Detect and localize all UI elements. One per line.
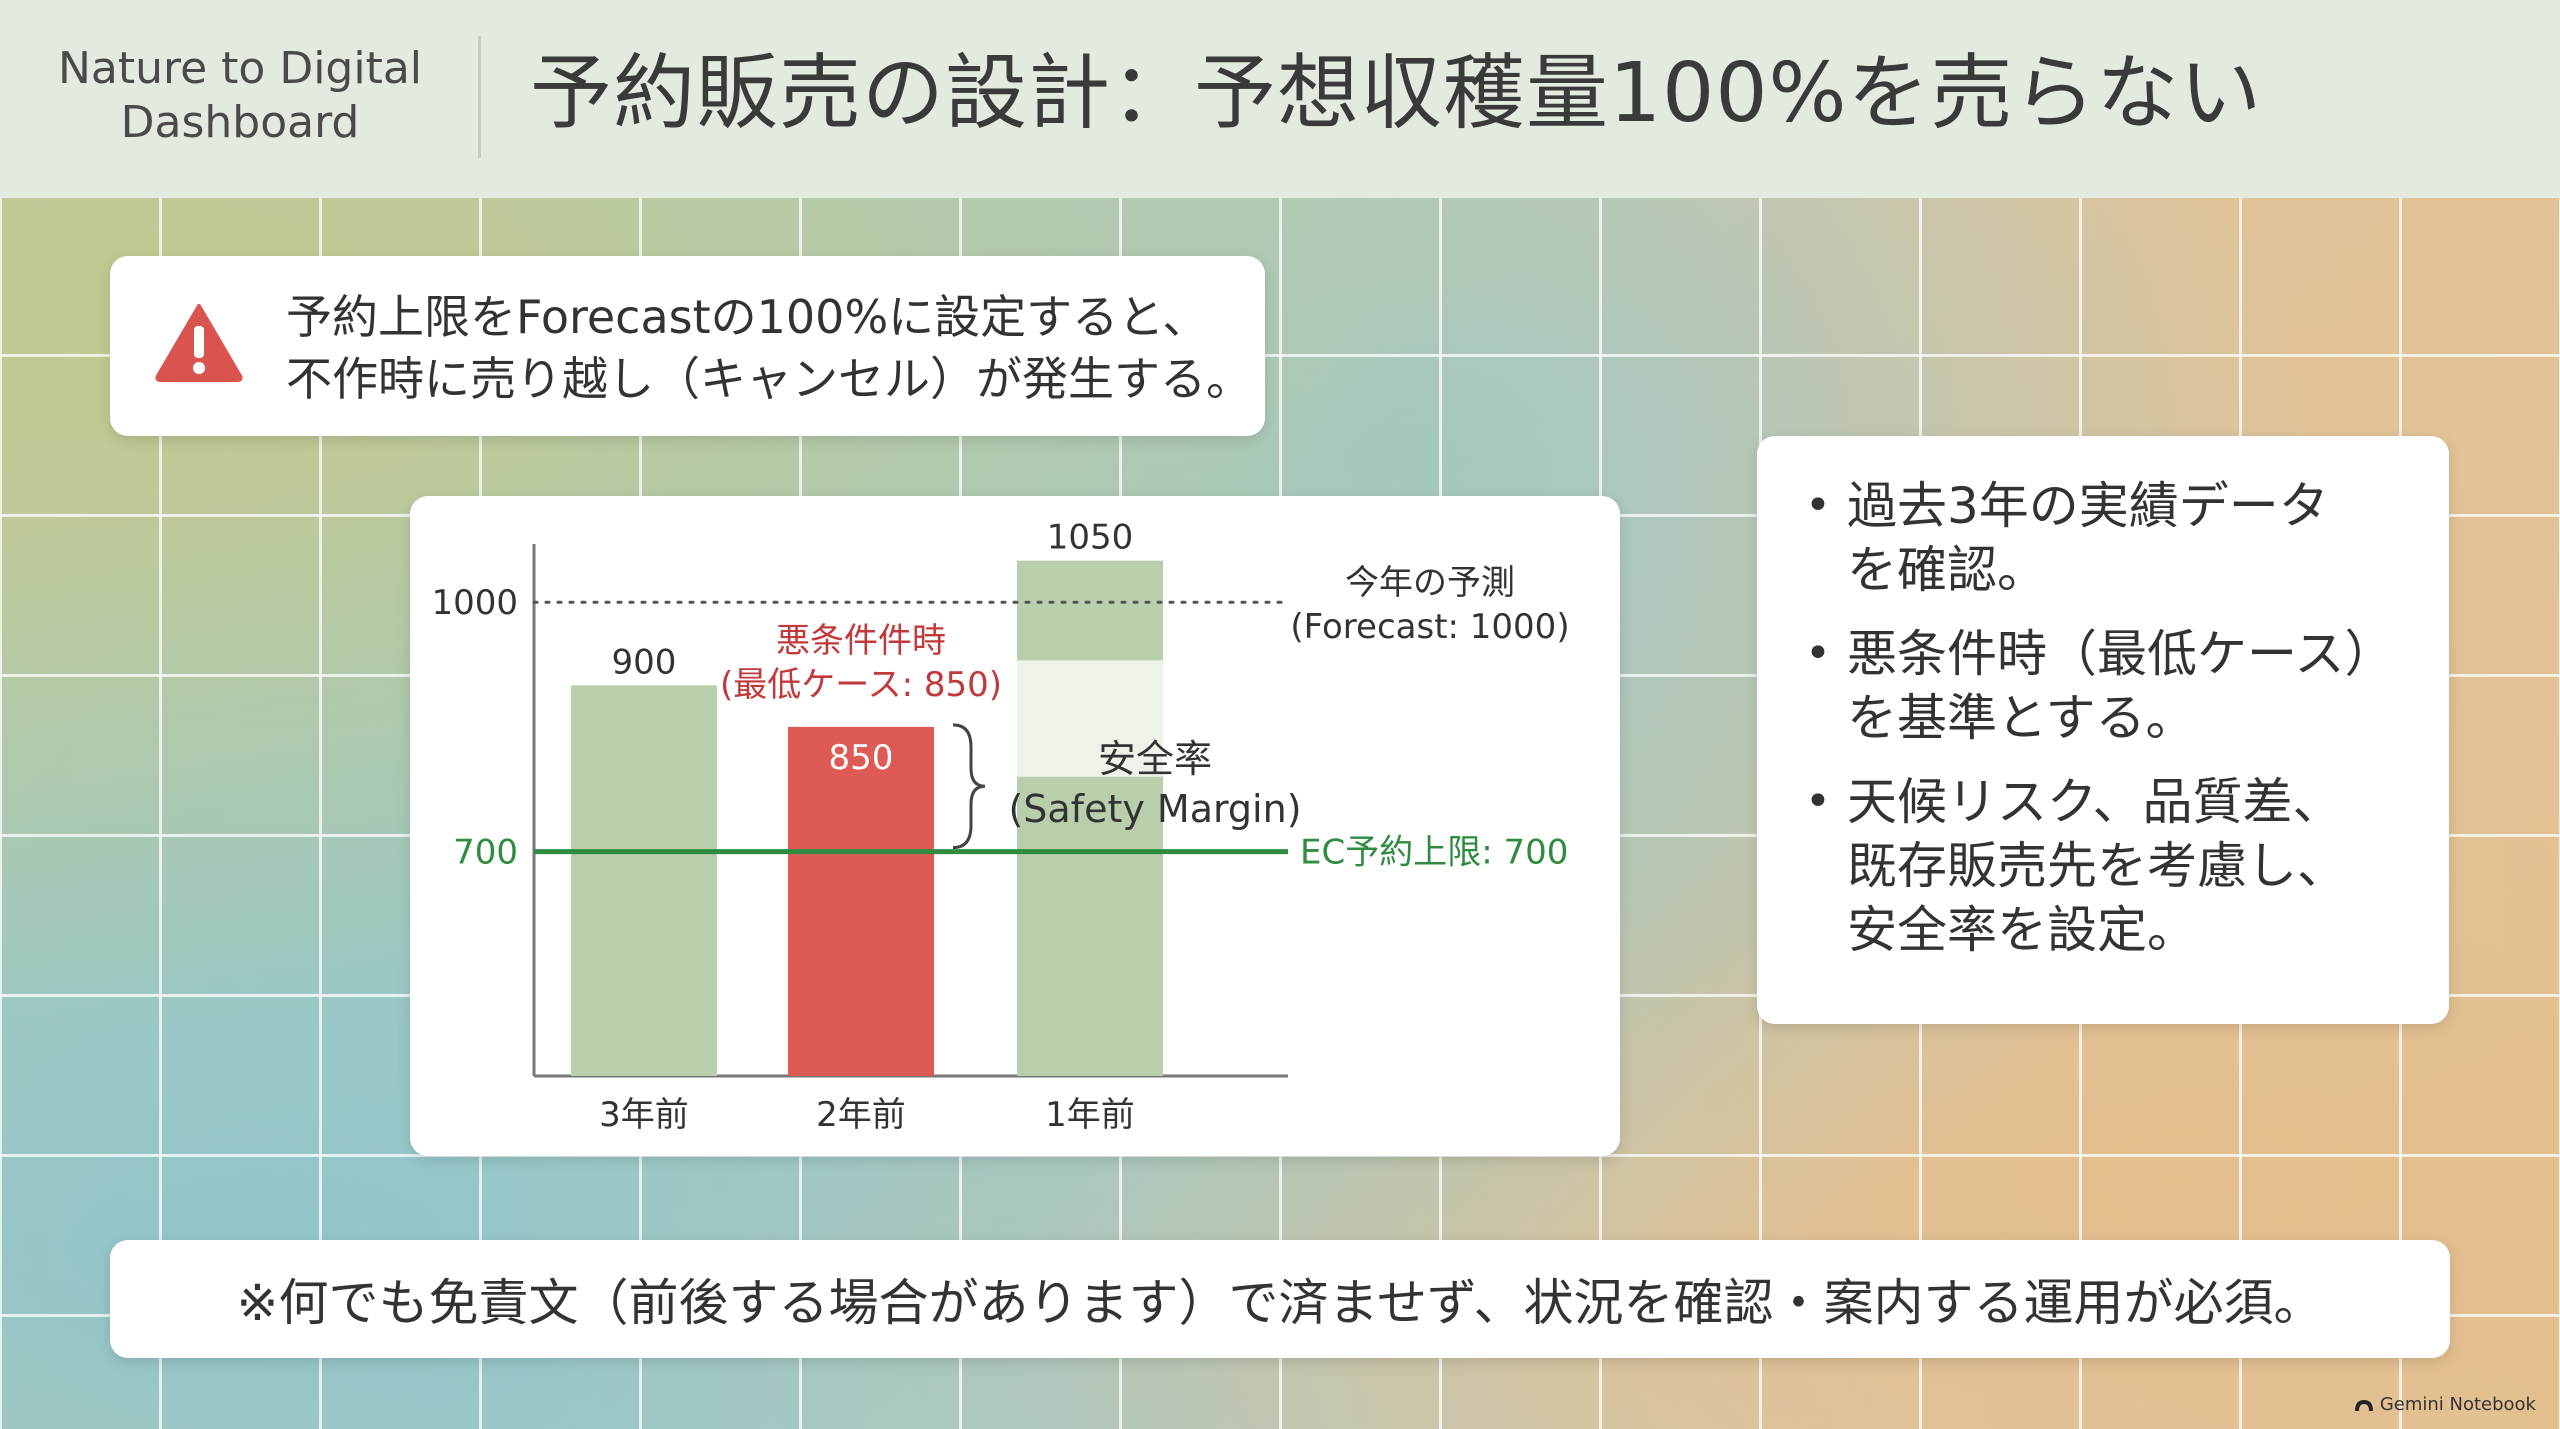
brand-line1: Nature to Digital <box>57 43 423 94</box>
x-tick-label: 3年前 <box>599 1095 689 1135</box>
watermark: Gemini Notebook <box>2354 1394 2536 1415</box>
bar-value-label: 850 <box>829 738 894 778</box>
x-tick-label: 1年前 <box>1045 1095 1135 1135</box>
notebook-logo-icon <box>2354 1399 2373 1411</box>
bullet-line: 天候リスク、品質差、 <box>1847 773 2343 831</box>
header-divider <box>478 36 481 158</box>
safety-margin-label: (Safety Margin) <box>1008 787 1301 831</box>
forecast-label: 今年の予測 <box>1345 563 1515 603</box>
header: Nature to Digital Dashboard 予約販売の設計：予想収穫… <box>0 0 2560 198</box>
brand: Nature to Digital Dashboard <box>40 42 440 150</box>
bullet-item: 悪条件時（最低ケース） を基準とする。 <box>1805 622 2395 750</box>
warning-triangle-icon <box>155 304 243 382</box>
bullet-line: を確認。 <box>1847 541 2047 599</box>
bullet-line: を基準とする。 <box>1847 689 2196 747</box>
bullet-line: 過去3年の実績データ <box>1847 477 2329 535</box>
notes-card: 過去3年の実績データ を確認。 悪条件時（最低ケース） を基準とする。 天候リス… <box>1757 436 2449 1024</box>
forecast-label: (Forecast: 1000) <box>1290 607 1569 647</box>
bar-chart: 900 3年前 850 2年前 1050 1年前 1000 700 今年の予測(Forecas… <box>431 518 1569 1135</box>
brand-line2: Dashboard <box>120 97 360 148</box>
bullet-line: 安全率を設定。 <box>1847 901 2197 959</box>
warning-text: 予約上限をForecastの100%に設定すると、 不作時に売り越し（キャンセル… <box>286 286 1252 410</box>
bar-gap-band <box>1017 660 1163 777</box>
y-tick-label: 1000 <box>431 583 518 623</box>
bullet-line: 悪条件時（最低ケース） <box>1847 625 2395 683</box>
y-tick-label: 700 <box>453 833 518 873</box>
bullet-item: 天候リスク、品質差、 既存販売先を考慮し、 安全率を設定。 <box>1805 770 2367 962</box>
warning-line2: 不作時に売り越し（キャンセル）が発生する。 <box>286 352 1252 406</box>
bar-value-label: 1050 <box>1047 518 1134 558</box>
worst-case-label: (最低ケース: 850) <box>720 665 1002 705</box>
bullet-item: 過去3年の実績データ を確認。 <box>1805 474 2367 602</box>
watermark-label: Gemini Notebook <box>2379 1394 2536 1415</box>
bar-value-label: 900 <box>612 642 677 682</box>
warning-callout: 予約上限をForecastの100%に設定すると、 不作時に売り越し（キャンセル… <box>110 256 1265 436</box>
safety-margin-label: 安全率 <box>1098 737 1212 781</box>
bar <box>571 685 717 1076</box>
safety-margin-brace <box>952 723 986 850</box>
bar <box>788 726 934 1076</box>
bullet-line: 既存販売先を考慮し、 <box>1847 837 2347 895</box>
bullet-list: 過去3年の実績データ を確認。 悪条件時（最低ケース） を基準とする。 天候リス… <box>1805 474 2395 982</box>
chart-card: 900 3年前 850 2年前 1050 1年前 1000 700 今年の予測 (Forecas… <box>410 496 1620 1156</box>
x-tick-label: 2年前 <box>816 1095 906 1135</box>
worst-case-label: 悪条件件時 <box>776 621 946 661</box>
ec-limit-label: EC予約上限: 700 <box>1300 833 1568 873</box>
bar <box>1017 560 1163 1076</box>
page-title: 予約販売の設計：予想収穫量100%を売らない <box>530 46 2263 141</box>
warning-line1: 予約上限をForecastの100%に設定すると、 <box>286 290 1209 344</box>
footer-note-card: ※何でも免責文（前後する場合があります）で済ませず、状況を確認・案内する運用が必… <box>110 1240 2450 1358</box>
footer-note: ※何でも免責文（前後する場合があります）で済ませず、状況を確認・案内する運用が必… <box>236 1274 2324 1332</box>
